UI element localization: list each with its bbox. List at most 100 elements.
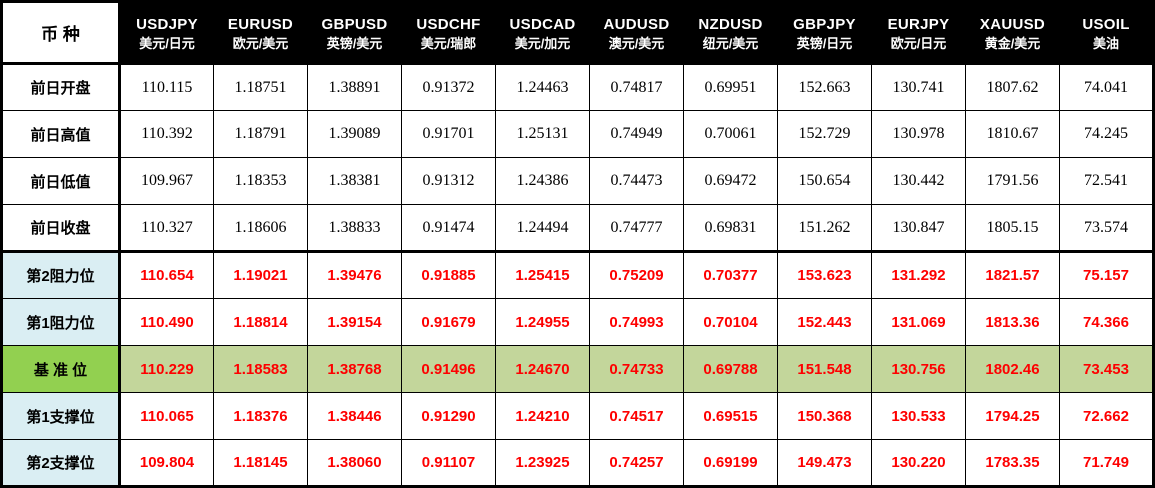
price-cell-nzdusd: 0.69515 (683, 392, 778, 440)
price-cell-eurjpy: 130.220 (871, 439, 966, 487)
table-row-prev-0: 前日开盘 110.115 1.18751 1.38891 0.91372 1.24463 0… (1, 63, 1154, 111)
price-cell-usdchf: 0.91290 (401, 392, 496, 440)
price-cell-usdcad: 1.24210 (495, 392, 590, 440)
price-cell-usdjpy: 110.115 (119, 63, 214, 111)
table-row-resistance-4: 第2阻力位 110.654 1.19021 1.39476 0.91885 1.25415… (1, 251, 1154, 299)
price-cell-usdjpy: 110.392 (119, 110, 214, 158)
price-cell-audusd: 0.74817 (589, 63, 684, 111)
price-cell-eurjpy: 131.292 (871, 251, 966, 299)
price-cell-gbpjpy: 149.473 (777, 439, 872, 487)
pair-symbol: USDJPY (136, 15, 198, 33)
price-cell-usoil: 72.541 (1059, 157, 1154, 205)
column-header-nzdusd: NZDUSD 纽元/美元 (683, 1, 778, 65)
pair-symbol: USDCAD (509, 15, 576, 33)
price-cell-nzdusd: 0.70104 (683, 298, 778, 346)
price-cell-gbpusd: 1.39089 (307, 110, 402, 158)
price-cell-eurjpy: 130.741 (871, 63, 966, 111)
pair-name-cn: 美油 (1092, 36, 1119, 51)
price-cell-audusd: 0.75209 (589, 251, 684, 299)
price-cell-xauusd: 1813.36 (965, 298, 1060, 346)
price-cell-eurjpy: 130.442 (871, 157, 966, 205)
price-cell-gbpusd: 1.38768 (307, 345, 402, 393)
row-label: 第2支撑位 (1, 439, 121, 487)
pair-name-cn: 澳元/美元 (608, 36, 665, 51)
column-header-usdchf: USDCHF 美元/瑞郎 (401, 1, 496, 65)
price-cell-eurjpy: 130.756 (871, 345, 966, 393)
corner-cell-currency-type: 币 种 (1, 1, 121, 65)
price-cell-usdjpy: 109.804 (119, 439, 214, 487)
price-cell-audusd: 0.74473 (589, 157, 684, 205)
price-cell-gbpjpy: 151.548 (777, 345, 872, 393)
price-cell-gbpusd: 1.38060 (307, 439, 402, 487)
pair-symbol: EURJPY (887, 15, 950, 33)
price-cell-gbpjpy: 152.443 (777, 298, 872, 346)
price-cell-xauusd: 1802.46 (965, 345, 1060, 393)
row-label: 前日收盘 (1, 204, 121, 253)
price-cell-eurjpy: 130.978 (871, 110, 966, 158)
price-cell-gbpusd: 1.38446 (307, 392, 402, 440)
price-cell-gbpusd: 1.39476 (307, 251, 402, 299)
pair-symbol: AUDUSD (603, 15, 670, 33)
header-row: 币 种 USDJPY 美元/日元 EURUSD 欧元/美元 GBPUSD 英镑/美元 USD… (1, 1, 1154, 65)
price-cell-nzdusd: 0.70377 (683, 251, 778, 299)
pair-name-cn: 纽元/美元 (702, 36, 759, 51)
price-cell-gbpjpy: 153.623 (777, 251, 872, 299)
price-cell-eurjpy: 131.069 (871, 298, 966, 346)
pair-symbol: EURUSD (227, 15, 294, 33)
price-cell-usdchf: 0.91372 (401, 63, 496, 111)
price-cell-usdcad: 1.24463 (495, 63, 590, 111)
column-header-gbpjpy: GBPJPY 英镑/日元 (777, 1, 872, 65)
price-cell-xauusd: 1791.56 (965, 157, 1060, 205)
price-cell-nzdusd: 0.69788 (683, 345, 778, 393)
price-cell-audusd: 0.74949 (589, 110, 684, 158)
column-header-usdcad: USDCAD 美元/加元 (495, 1, 590, 65)
price-cell-usoil: 73.574 (1059, 204, 1154, 253)
price-cell-usoil: 73.453 (1059, 345, 1154, 393)
column-header-gbpusd: GBPUSD 英镑/美元 (307, 1, 402, 65)
column-header-audusd: AUDUSD 澳元/美元 (589, 1, 684, 65)
price-cell-usoil: 74.041 (1059, 63, 1154, 111)
column-header-eurjpy: EURJPY 欧元/日元 (871, 1, 966, 65)
column-header-eurusd: EURUSD 欧元/美元 (213, 1, 308, 65)
row-label: 前日开盘 (1, 63, 121, 111)
price-cell-usdchf: 0.91496 (401, 345, 496, 393)
row-label: 前日高值 (1, 110, 121, 158)
table-row-support-7: 第1支撑位 110.065 1.18376 1.38446 0.91290 1.24210… (1, 392, 1154, 440)
price-cell-audusd: 0.74517 (589, 392, 684, 440)
price-cell-usdjpy: 110.654 (119, 251, 214, 299)
table-row-resistance-5: 第1阻力位 110.490 1.18814 1.39154 0.91679 1.24955… (1, 298, 1154, 346)
pair-symbol: USDCHF (416, 15, 481, 33)
price-cell-nzdusd: 0.70061 (683, 110, 778, 158)
pair-name-cn: 美元/日元 (139, 36, 195, 51)
price-cell-usdchf: 0.91107 (401, 439, 496, 487)
pair-symbol: USOIL (1082, 15, 1130, 33)
price-cell-usdchf: 0.91474 (401, 204, 496, 253)
price-cell-eurjpy: 130.533 (871, 392, 966, 440)
price-cell-usdchf: 0.91679 (401, 298, 496, 346)
price-cell-eurusd: 1.18791 (213, 110, 308, 158)
price-cell-usdjpy: 110.490 (119, 298, 214, 346)
price-cell-gbpjpy: 152.663 (777, 63, 872, 111)
price-cell-usdjpy: 109.967 (119, 157, 214, 205)
price-cell-audusd: 0.74733 (589, 345, 684, 393)
price-cell-usdchf: 0.91885 (401, 251, 496, 299)
price-cell-audusd: 0.74993 (589, 298, 684, 346)
table-header: 币 种 USDJPY 美元/日元 EURUSD 欧元/美元 GBPUSD 英镑/美元 USD… (1, 1, 1154, 65)
table-body: 前日开盘 110.115 1.18751 1.38891 0.91372 1.24463 0… (1, 63, 1154, 487)
price-cell-usdjpy: 110.065 (119, 392, 214, 440)
pair-name-cn: 美元/加元 (514, 36, 571, 51)
price-cell-xauusd: 1807.62 (965, 63, 1060, 111)
price-cell-gbpusd: 1.38833 (307, 204, 402, 253)
pair-symbol: GBPUSD (321, 15, 388, 33)
column-header-xauusd: XAUUSD 黄金/美元 (965, 1, 1060, 65)
row-label: 前日低值 (1, 157, 121, 205)
pair-name-cn: 美元/瑞郎 (420, 36, 477, 51)
price-cell-gbpusd: 1.38891 (307, 63, 402, 111)
price-cell-usdcad: 1.25415 (495, 251, 590, 299)
price-cell-usdcad: 1.25131 (495, 110, 590, 158)
price-cell-usoil: 75.157 (1059, 251, 1154, 299)
price-cell-nzdusd: 0.69831 (683, 204, 778, 253)
price-cell-eurusd: 1.18814 (213, 298, 308, 346)
table-row-pivot-6: 基 准 位 110.229 1.18583 1.38768 0.91496 1.24670… (1, 345, 1154, 393)
